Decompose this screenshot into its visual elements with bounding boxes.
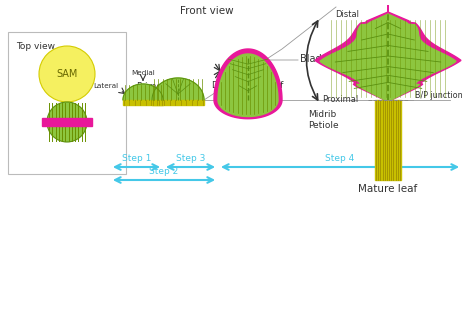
Text: Top view: Top view bbox=[16, 42, 55, 51]
Polygon shape bbox=[320, 14, 456, 100]
Text: Proximal: Proximal bbox=[322, 95, 358, 104]
Text: Distal: Distal bbox=[335, 10, 359, 19]
Text: Step 3: Step 3 bbox=[176, 154, 205, 163]
Text: Midrib: Midrib bbox=[308, 110, 336, 119]
Ellipse shape bbox=[47, 102, 87, 142]
Text: Step 1: Step 1 bbox=[122, 154, 151, 163]
Text: Developing leaf: Developing leaf bbox=[212, 81, 283, 90]
FancyBboxPatch shape bbox=[8, 32, 126, 174]
Polygon shape bbox=[315, 5, 461, 100]
Text: SAM: SAM bbox=[56, 69, 78, 79]
Bar bbox=[239, 100, 257, 114]
Text: Medial: Medial bbox=[131, 70, 155, 76]
Text: Petiole: Petiole bbox=[308, 121, 338, 130]
Text: Primordium: Primordium bbox=[136, 82, 188, 91]
Bar bbox=[123, 100, 163, 105]
Text: Front view: Front view bbox=[180, 6, 234, 16]
Text: Lateral: Lateral bbox=[93, 83, 118, 89]
Polygon shape bbox=[123, 84, 163, 100]
Text: Blade: Blade bbox=[300, 54, 328, 64]
FancyBboxPatch shape bbox=[42, 118, 92, 126]
Polygon shape bbox=[218, 54, 278, 117]
Text: B/P junction: B/P junction bbox=[415, 91, 463, 100]
Ellipse shape bbox=[39, 46, 95, 102]
Polygon shape bbox=[152, 78, 204, 100]
Bar bbox=[375, 100, 401, 180]
Text: Mature leaf: Mature leaf bbox=[358, 184, 418, 194]
Text: Step 2: Step 2 bbox=[149, 167, 179, 176]
Polygon shape bbox=[214, 49, 282, 119]
Text: Step 4: Step 4 bbox=[325, 154, 355, 163]
Bar bbox=[152, 100, 204, 105]
